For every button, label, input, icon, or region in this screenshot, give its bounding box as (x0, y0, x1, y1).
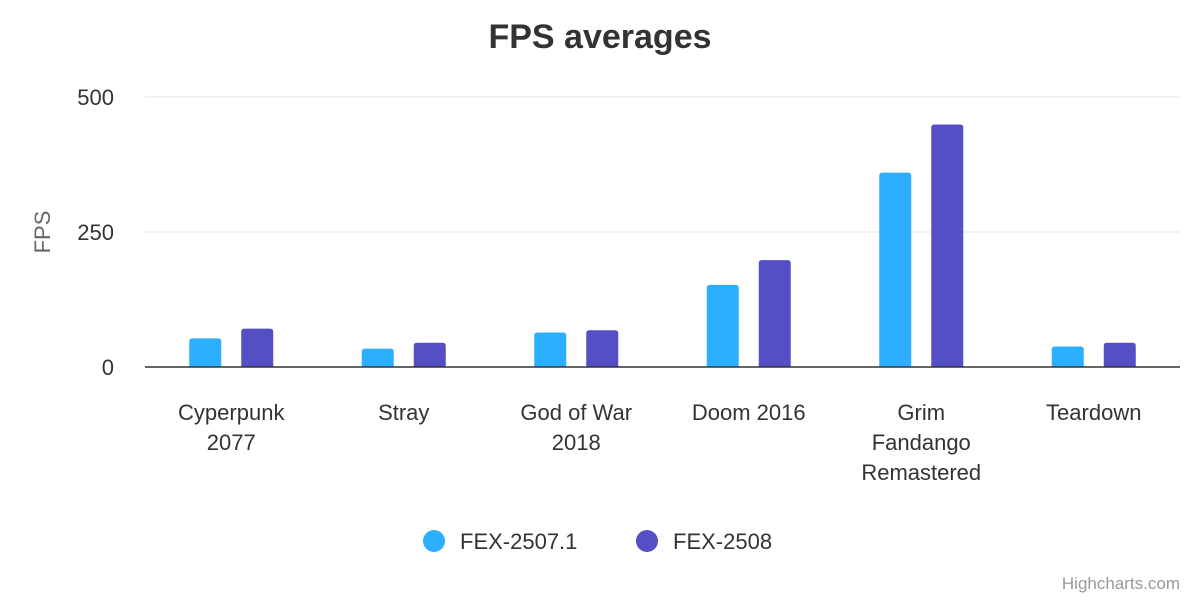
y-axis-title: FPS (30, 211, 55, 254)
y-tick-label: 0 (102, 355, 114, 380)
credits-link[interactable]: Highcharts.com (1062, 574, 1180, 593)
x-tick-label-line: Remastered (861, 460, 981, 485)
x-tick-label-line: Doom 2016 (692, 400, 806, 425)
x-tick-label-line: God of War (520, 400, 632, 425)
bar-fex-2508-5[interactable] (1103, 342, 1136, 367)
bar-fex-2507-1-5[interactable] (1051, 346, 1084, 367)
legend-item-fex-2507-1[interactable]: FEX-2507.1 (423, 529, 577, 554)
legend-marker (423, 530, 445, 552)
bar-fex-2508-1[interactable] (413, 342, 446, 367)
grid-layer: 0 250 500 (77, 85, 1180, 380)
x-tick-label: Teardown (1046, 400, 1141, 425)
x-tick-label: Stray (378, 400, 429, 425)
y-tick-label: 250 (77, 220, 114, 245)
legend: FEX-2507.1 FEX-2508 (423, 529, 772, 554)
x-tick-label-line: Stray (378, 400, 429, 425)
legend-label: FEX-2507.1 (460, 529, 577, 554)
bar-fex-2507-1-3[interactable] (706, 284, 739, 367)
y-tick-label: 500 (77, 85, 114, 110)
x-tick-label-line: Fandango (872, 430, 971, 455)
x-tick-label-line: Teardown (1046, 400, 1141, 425)
bar-fex-2507-1-4[interactable] (879, 172, 912, 367)
bar-fex-2508-3[interactable] (758, 260, 791, 367)
legend-item-fex-2508[interactable]: FEX-2508 (636, 529, 772, 554)
bar-fex-2507-1-2[interactable] (534, 332, 567, 367)
x-tick-label-line: Grim (897, 400, 945, 425)
bar-fex-2507-1-0[interactable] (189, 338, 222, 367)
legend-label: FEX-2508 (673, 529, 772, 554)
bar-fex-2508-2[interactable] (586, 330, 619, 367)
x-tick-label: Grim Fandango Remastered (861, 400, 981, 485)
bar-fex-2508-4[interactable] (931, 124, 964, 367)
x-axis-labels: Cyperpunk 2077 Stray God of War 2018 Doom 201… (178, 400, 1141, 485)
x-tick-label-line: 2077 (207, 430, 256, 455)
legend-marker (636, 530, 658, 552)
x-tick-label-line: 2018 (552, 430, 601, 455)
x-tick-label: God of War 2018 (520, 400, 632, 455)
bar-fex-2508-0[interactable] (241, 328, 274, 367)
chart-title: FPS averages (488, 18, 711, 56)
bar-fex-2507-1-1[interactable] (361, 348, 394, 367)
bars-layer (189, 124, 1136, 367)
x-tick-label-line: Cyperpunk (178, 400, 285, 425)
x-tick-label: Cyperpunk 2077 (178, 400, 285, 455)
x-tick-label: Doom 2016 (692, 400, 806, 425)
